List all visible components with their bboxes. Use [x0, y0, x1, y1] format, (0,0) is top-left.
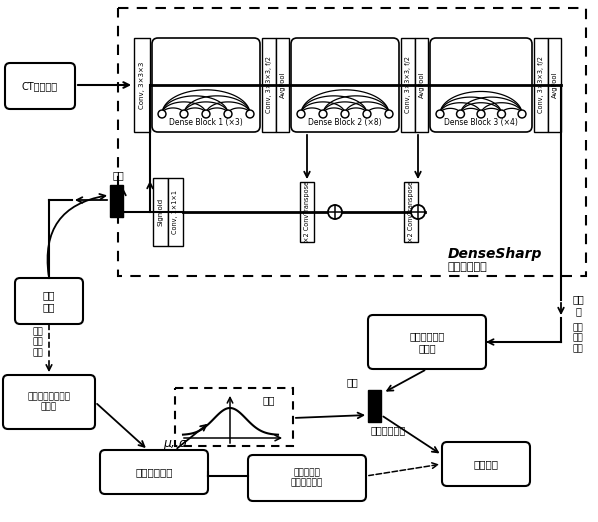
Bar	[276, 38, 289, 132]
Circle shape	[246, 110, 254, 118]
Circle shape	[341, 110, 349, 118]
Bar	[175, 388, 293, 446]
Text: 分类损失函数: 分类损失函数	[370, 425, 405, 435]
FancyBboxPatch shape	[15, 278, 83, 324]
Text: 分割
损失
函数: 分割 损失 函数	[33, 327, 44, 357]
Circle shape	[456, 110, 465, 118]
Text: 带模糊性的专家分
割标签: 带模糊性的专家分 割标签	[28, 393, 71, 412]
Bar	[415, 38, 428, 132]
Circle shape	[458, 112, 463, 116]
Circle shape	[158, 110, 166, 118]
Circle shape	[518, 110, 526, 118]
Text: AvgPool: AvgPool	[279, 72, 285, 98]
Circle shape	[477, 110, 485, 118]
Circle shape	[386, 112, 392, 116]
Text: 模糊先验网络: 模糊先验网络	[135, 467, 173, 477]
Circle shape	[202, 110, 210, 118]
Bar	[118, 8, 586, 276]
Circle shape	[321, 112, 325, 116]
Circle shape	[224, 110, 232, 118]
Circle shape	[498, 110, 505, 118]
Circle shape	[438, 112, 443, 116]
FancyBboxPatch shape	[430, 38, 532, 132]
Text: 分割
输出: 分割 输出	[42, 290, 55, 312]
FancyBboxPatch shape	[248, 455, 366, 501]
Text: 非局部形状分
析模块: 非局部形状分 析模块	[410, 331, 445, 353]
Text: ×2 ConvTranspose: ×2 ConvTranspose	[408, 182, 414, 243]
FancyBboxPatch shape	[442, 442, 530, 486]
Bar	[134, 38, 150, 132]
Circle shape	[411, 205, 425, 219]
Circle shape	[328, 205, 342, 219]
Circle shape	[436, 110, 444, 118]
Circle shape	[499, 112, 504, 116]
Circle shape	[520, 112, 524, 116]
Circle shape	[478, 112, 484, 116]
Text: CT三维数据: CT三维数据	[22, 81, 58, 91]
Text: Sigmoid: Sigmoid	[157, 198, 163, 226]
Bar	[404, 182, 418, 242]
Bar	[534, 38, 548, 132]
Text: Dense Block 1 (×3): Dense Block 1 (×3)	[169, 118, 243, 127]
Circle shape	[343, 112, 347, 116]
Text: Conv, 3×3×3, f/2: Conv, 3×3×3, f/2	[405, 56, 411, 113]
Circle shape	[363, 110, 371, 118]
Text: 拼接: 拼接	[346, 377, 358, 387]
Text: Dense Block 3 (×4): Dense Block 3 (×4)	[444, 118, 518, 127]
Circle shape	[203, 112, 209, 116]
FancyBboxPatch shape	[152, 38, 260, 132]
Bar	[300, 182, 314, 242]
FancyBboxPatch shape	[368, 315, 486, 369]
Text: 采样: 采样	[263, 395, 275, 405]
Text: 带模糊性的
专家分类标签: 带模糊性的 专家分类标签	[291, 468, 323, 488]
Circle shape	[160, 112, 164, 116]
Text: 拼接: 拼接	[112, 170, 124, 180]
Text: Conv, 3×3×3, f/2: Conv, 3×3×3, f/2	[266, 56, 272, 113]
Text: Conv, 3×3×3: Conv, 3×3×3	[139, 61, 145, 109]
Text: Dense Block 2 (×8): Dense Block 2 (×8)	[308, 118, 382, 127]
Circle shape	[298, 112, 304, 116]
Bar	[168, 178, 183, 246]
Circle shape	[385, 110, 393, 118]
Text: Conv, 3×3×3, f/2: Conv, 3×3×3, f/2	[538, 56, 544, 113]
Text: μ, σ: μ, σ	[163, 436, 187, 449]
Bar	[153, 178, 168, 246]
Circle shape	[319, 110, 327, 118]
Circle shape	[180, 110, 188, 118]
Text: AvgPool: AvgPool	[551, 72, 557, 98]
Circle shape	[182, 112, 187, 116]
FancyBboxPatch shape	[100, 450, 208, 494]
Text: DenseSharp: DenseSharp	[448, 247, 542, 261]
Circle shape	[297, 110, 305, 118]
Bar	[110, 185, 123, 217]
FancyBboxPatch shape	[3, 375, 95, 429]
Bar	[262, 38, 276, 132]
Text: Conv, 1×1×1: Conv, 1×1×1	[172, 190, 178, 234]
Bar	[401, 38, 415, 132]
Circle shape	[365, 112, 370, 116]
Bar	[368, 390, 381, 422]
Circle shape	[248, 112, 252, 116]
FancyBboxPatch shape	[5, 63, 75, 109]
Text: 特征提取网络: 特征提取网络	[448, 262, 488, 272]
Text: AvgPool: AvgPool	[419, 72, 425, 98]
Text: 分类输出: 分类输出	[474, 459, 499, 469]
Text: 特征
图: 特征 图	[572, 294, 584, 316]
Text: 提取
对应
体素: 提取 对应 体素	[573, 323, 584, 353]
Circle shape	[225, 112, 230, 116]
Bar	[548, 38, 561, 132]
FancyBboxPatch shape	[291, 38, 399, 132]
Text: ×2 ConvTranspose: ×2 ConvTranspose	[304, 182, 310, 243]
